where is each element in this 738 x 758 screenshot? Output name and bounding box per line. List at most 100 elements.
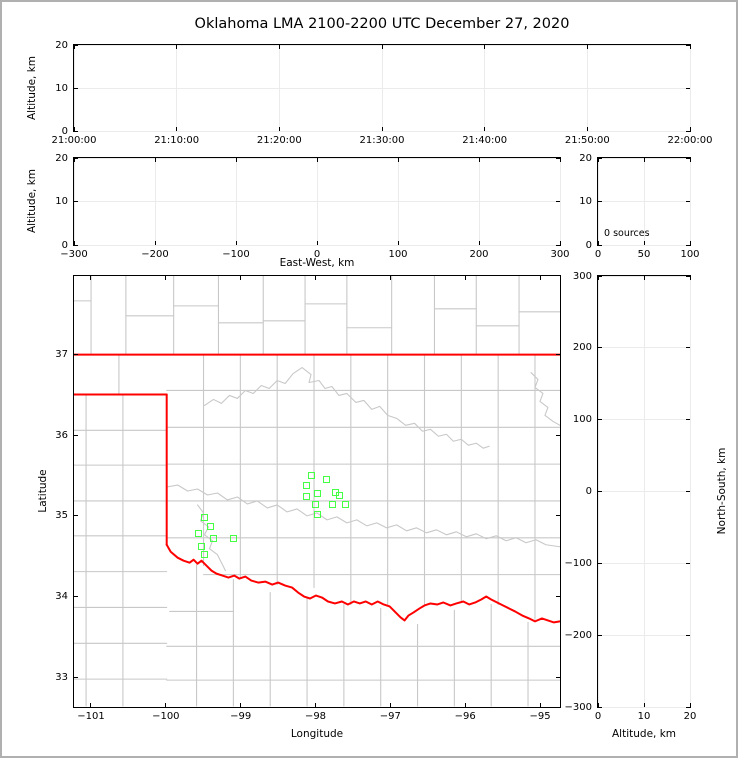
x-tick-label: 20 xyxy=(683,711,697,722)
x-tick-mark xyxy=(389,703,391,707)
lma-source-marker xyxy=(342,501,350,509)
gridline-horizontal xyxy=(598,347,690,349)
y-tick-mark xyxy=(556,434,560,436)
x-tick-mark xyxy=(643,241,645,245)
y-tick-mark xyxy=(686,634,690,636)
y-tick-label: 20 xyxy=(55,152,68,164)
x-tick-label: −97 xyxy=(379,711,401,722)
x-tick-mark xyxy=(154,241,156,245)
y-tick-mark xyxy=(556,354,560,356)
y-tick-mark xyxy=(74,130,78,132)
x-tick-label: 21:50:00 xyxy=(564,135,610,146)
y-tick-label: 0 xyxy=(585,239,592,251)
y-tick-mark xyxy=(598,634,602,636)
y-tick-mark xyxy=(686,87,690,89)
lma-source-marker xyxy=(197,543,205,551)
y-tick-label: 36 xyxy=(55,429,68,441)
x-tick-mark xyxy=(165,703,167,707)
gridline-horizontal xyxy=(598,634,690,636)
x-tick-mark xyxy=(597,703,599,707)
y-tick-label: 33 xyxy=(55,671,68,683)
x-tick-mark xyxy=(235,158,237,162)
x-tick-mark xyxy=(381,45,383,49)
y-tick-label: −100 xyxy=(564,557,592,569)
y-tick-mark xyxy=(598,706,602,708)
x-tick-mark xyxy=(559,241,561,245)
y-tick-mark xyxy=(686,562,690,564)
x-tick-label: 0 xyxy=(313,249,321,260)
x-tick-label: 21:40:00 xyxy=(462,135,508,146)
x-tick-mark xyxy=(464,276,466,280)
lma-source-marker xyxy=(313,490,321,498)
gridline-horizontal xyxy=(598,419,690,421)
lma-source-marker xyxy=(328,501,336,509)
y-tick-mark xyxy=(74,596,78,597)
panel-altitude-vs-time[interactable] xyxy=(73,44,691,132)
y-tick-label: −200 xyxy=(564,629,592,641)
county-boundary-lines xyxy=(74,276,560,707)
x-tick-mark xyxy=(597,241,599,245)
ns-panel-ylabel: North-South, km xyxy=(716,447,728,535)
x-tick-mark xyxy=(73,127,75,131)
x-tick-mark xyxy=(90,276,92,280)
x-tick-label: −101 xyxy=(77,711,105,722)
lma-source-markers xyxy=(74,276,560,707)
y-tick-mark xyxy=(686,157,690,159)
x-tick-mark xyxy=(539,276,541,280)
panel-altitude-vs-east-west[interactable] xyxy=(73,157,561,246)
lma-source-marker xyxy=(311,501,319,509)
x-tick-label: 50 xyxy=(637,249,651,260)
x-tick-mark xyxy=(597,276,599,280)
panel-north-south-vs-altitude[interactable] xyxy=(597,275,691,708)
oklahoma-basemap xyxy=(74,276,560,707)
y-tick-label: 20 xyxy=(579,152,592,164)
lma-source-marker xyxy=(201,513,209,521)
lma-source-marker xyxy=(307,472,315,480)
y-tick-mark xyxy=(74,244,78,246)
y-tick-mark xyxy=(686,130,690,132)
y-tick-label: 10 xyxy=(55,82,68,94)
y-tick-mark xyxy=(74,44,78,46)
x-tick-mark xyxy=(397,158,399,162)
panel-source-histogram[interactable]: 0 sources xyxy=(597,157,691,246)
x-tick-label: −100 xyxy=(152,711,180,722)
x-tick-mark xyxy=(689,158,691,162)
gridline-vertical xyxy=(689,276,691,707)
x-tick-label: 21:30:00 xyxy=(359,135,405,146)
x-tick-mark xyxy=(315,703,316,707)
y-tick-mark xyxy=(598,419,602,421)
y-tick-label: 35 xyxy=(55,510,68,522)
x-tick-label: −98 xyxy=(304,711,327,722)
x-tick-mark xyxy=(689,127,691,131)
x-tick-mark xyxy=(240,276,242,280)
lma-source-marker xyxy=(336,491,344,499)
x-tick-label: 21:20:00 xyxy=(256,135,302,146)
x-tick-mark xyxy=(397,241,399,245)
y-tick-mark xyxy=(74,201,78,202)
y-tick-mark xyxy=(598,244,602,246)
y-tick-mark xyxy=(598,275,602,277)
x-tick-label: −99 xyxy=(230,711,252,722)
panel-plan-view-map[interactable] xyxy=(73,275,561,708)
y-tick-mark xyxy=(598,562,602,564)
y-tick-label: 300 xyxy=(572,270,592,282)
x-tick-label: 0 xyxy=(594,711,602,722)
x-tick-label: 100 xyxy=(680,249,700,260)
lma-source-marker xyxy=(194,530,202,538)
y-tick-mark xyxy=(74,676,78,678)
x-tick-mark xyxy=(484,127,486,131)
y-tick-mark xyxy=(556,201,560,202)
y-tick-label: 10 xyxy=(579,196,592,207)
lma-source-marker xyxy=(323,475,331,483)
y-tick-mark xyxy=(686,491,690,492)
x-tick-mark xyxy=(643,158,645,162)
y-tick-label: 37 xyxy=(55,349,68,361)
river-arkansas xyxy=(530,372,560,426)
ew-panel-xlabel: East-West, km xyxy=(279,257,355,269)
y-tick-mark xyxy=(556,596,560,597)
river-canadian xyxy=(166,484,560,548)
x-tick-mark xyxy=(73,241,75,245)
y-tick-mark xyxy=(74,157,78,159)
x-tick-label: 10 xyxy=(637,711,651,722)
